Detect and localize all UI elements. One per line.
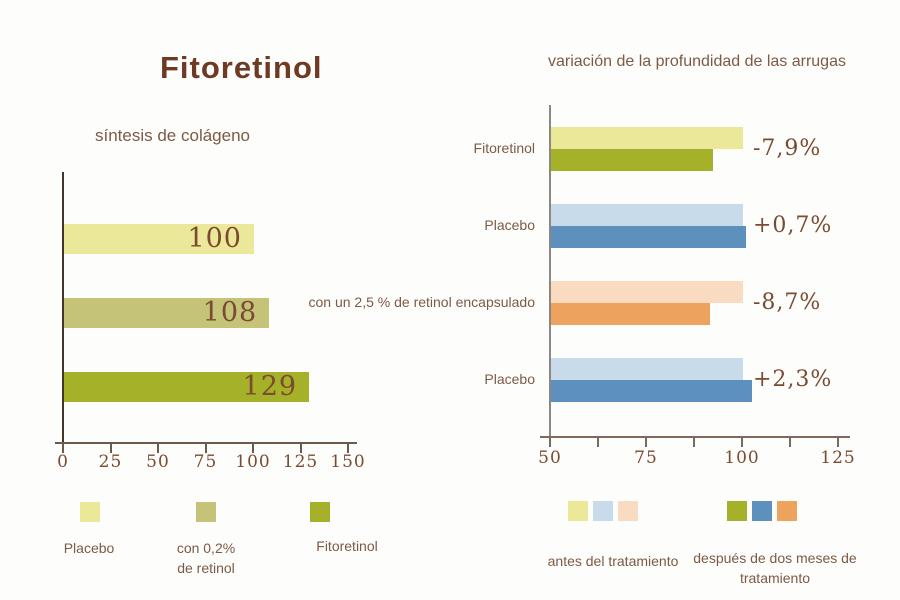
legend-swatch-before-blue (593, 501, 613, 521)
left-axis-tick (347, 444, 349, 453)
bar-after-placebo-1 (551, 226, 746, 248)
left-axis-tick (204, 444, 207, 453)
right-axis-tick-label: 100 (724, 448, 760, 468)
bar-con-0-2-de-retinol: 108 (64, 297, 270, 328)
legend-swatch-fitoretinol (310, 502, 330, 522)
right-x-axis (540, 436, 850, 438)
right-axis-tick (741, 438, 743, 447)
legend-label-placebo: Placebo (63, 540, 115, 556)
right-axis-tick (549, 438, 551, 447)
left-axis-tick-label: 25 (98, 452, 123, 472)
left-axis-tick (62, 444, 64, 453)
legend-swatch-after-green (727, 501, 747, 521)
bar-value-label: 100 (187, 223, 242, 254)
right-axis-minor-tick (789, 438, 791, 447)
left-chart-title: síntesis de colágeno (95, 126, 250, 145)
right-axis-minor-tick (597, 438, 599, 447)
right-chart-title: variación de la profundidad de las arrug… (548, 53, 846, 70)
bar-before-con-un-2-5-de-retinol-encapsulado-2 (551, 281, 743, 303)
bar-after-placebo-3 (551, 380, 752, 402)
left-axis-tick (157, 444, 159, 453)
bar-before-placebo-1 (551, 204, 743, 226)
bar-fitoretinol: 129 (64, 371, 310, 402)
legend-swatch-retinol-02 (196, 502, 216, 522)
change-label-0: -7,9% (753, 136, 822, 161)
category-label-2: con un 2,5 % de retinol encapsulado (308, 294, 536, 310)
bar-placebo: 100 (64, 224, 254, 254)
legend-swatch-placebo (80, 502, 100, 522)
legend-swatch-after-orange (777, 501, 797, 521)
legend-label-after: después de dos meses de tratamiento (693, 550, 857, 587)
legend-swatch-after-blue (752, 501, 772, 521)
left-axis-tick-label: 125 (282, 452, 319, 472)
legend-swatch-before-yellow (568, 501, 588, 521)
left-axis-tick-label: 150 (330, 452, 366, 472)
category-label-3: Placebo (484, 371, 535, 387)
left-axis-tick (109, 444, 112, 453)
right-axis-tick-label: 125 (820, 448, 856, 468)
left-axis-tick (252, 444, 254, 453)
change-label-1: +0,7% (753, 213, 833, 238)
right-axis-tick (837, 438, 839, 447)
right-axis-minor-tick (693, 438, 695, 447)
left-axis-tick-label: 0 (57, 452, 69, 472)
change-label-2: -8,7% (753, 290, 822, 315)
legend-label-fitoretinol: Fitoretinol (316, 538, 378, 554)
left-axis-tick-label: 75 (193, 452, 218, 472)
bar-before-fitoretinol-0 (551, 127, 743, 149)
change-label-3: +2,3% (753, 367, 833, 392)
bar-value-label: 108 (202, 297, 258, 328)
left-x-axis (55, 442, 357, 444)
left-axis-tick-label: 50 (146, 452, 170, 472)
legend-swatch-before-peach (618, 501, 638, 521)
legend-label-retinol-02: con 0,2% de retinol (176, 540, 236, 577)
category-label-0: Fitoretinol (473, 140, 535, 156)
bar-value-label: 129 (242, 371, 298, 402)
bar-after-con-un-2-5-de-retinol-encapsulado-2 (551, 303, 710, 325)
right-axis-tick-label: 50 (538, 448, 562, 468)
left-axis-tick-label: 100 (235, 452, 271, 472)
right-axis-tick (645, 438, 647, 447)
bar-before-placebo-3 (551, 358, 743, 380)
main-title: Fitoretinol (160, 50, 323, 85)
category-label-1: Placebo (484, 217, 535, 233)
right-y-axis (549, 105, 551, 437)
right-axis-tick-label: 75 (634, 448, 658, 468)
left-y-axis (62, 172, 64, 444)
left-axis-tick (299, 444, 302, 453)
legend-label-before: antes del tratamiento (547, 553, 679, 569)
bar-after-fitoretinol-0 (551, 149, 713, 171)
